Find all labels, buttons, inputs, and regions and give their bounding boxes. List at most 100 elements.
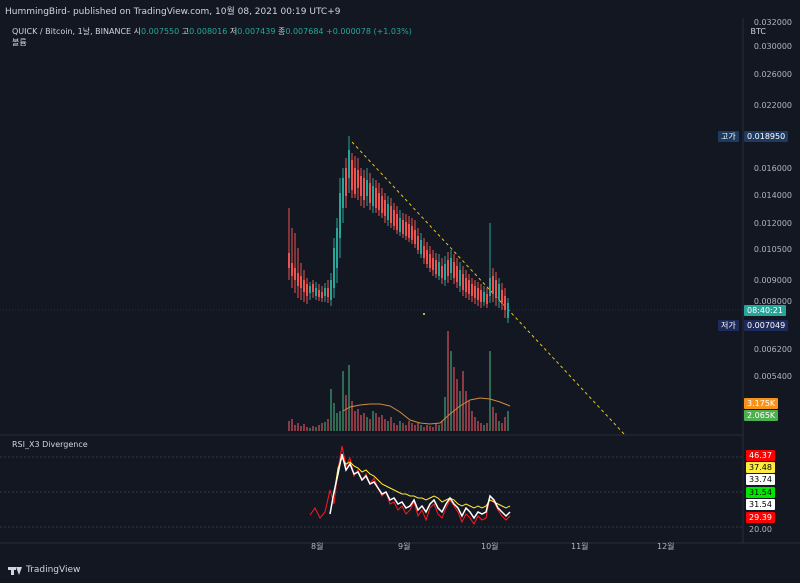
change-value: +0.000078 (+1.03%) (326, 27, 412, 36)
candle-body (366, 180, 368, 196)
tradingview-footer[interactable]: TradingView (8, 565, 80, 575)
candle-body (492, 276, 494, 294)
candle-body (483, 292, 485, 302)
low-tag-value: 0.007049 (744, 320, 789, 331)
x-label-nov: 11월 (571, 542, 589, 551)
tradingview-logo-icon (8, 566, 22, 575)
candle-body (378, 193, 380, 210)
volume-bar (357, 409, 359, 431)
candle-body (318, 290, 320, 297)
rsi-tag-6: 29.39 (746, 512, 775, 523)
candle-body (312, 284, 314, 292)
high-tag-label: 고가 (718, 131, 739, 142)
volume-bar (408, 421, 410, 431)
candle-body (357, 170, 359, 188)
candle-body (444, 264, 446, 280)
price-tick-label: 0.006200 (753, 345, 792, 354)
candle-body (360, 176, 362, 196)
volume-bar (399, 421, 401, 431)
volume-bar (303, 424, 305, 431)
volume-bar (405, 425, 407, 431)
volume-bar (459, 391, 461, 431)
candle-body (420, 240, 422, 254)
volume-bar (417, 423, 419, 431)
candle-body (471, 284, 473, 296)
candle-body (387, 204, 389, 220)
volume-ma (342, 397, 511, 425)
candle-body (354, 168, 356, 194)
volume-bar (402, 423, 404, 431)
volume-bar (450, 351, 452, 431)
volume-bar (348, 365, 350, 431)
rsi-indicator-title: RSI_X3 Divergence (12, 440, 88, 449)
candle-body (498, 284, 500, 300)
volume-bar (468, 401, 470, 431)
candle-body (411, 226, 413, 240)
candle-body (327, 288, 329, 297)
candle-body (309, 286, 311, 293)
close-value: 0.007684 (285, 27, 324, 36)
volume-bar (507, 411, 509, 431)
candle-body (324, 288, 326, 296)
volume-bar (384, 419, 386, 431)
volume-bar (423, 427, 425, 431)
candle-body (408, 224, 410, 238)
volume-bar (420, 425, 422, 431)
current-price-tag: 08:40:21 (744, 305, 786, 316)
volume-tag-1: 3.175K (744, 398, 779, 409)
candle-body (426, 250, 428, 264)
candle-body (399, 218, 401, 232)
volume-bar (495, 413, 497, 431)
volume-bar (327, 419, 329, 431)
volume-bar (426, 425, 428, 431)
volume-bar (333, 403, 335, 431)
candle-body (438, 262, 440, 276)
volume-bar (429, 426, 431, 431)
volume-bar (393, 423, 395, 431)
candle-body (459, 270, 461, 286)
candle-body (441, 266, 443, 278)
volume-bar (471, 411, 473, 431)
candle-body (447, 260, 449, 276)
candle-body (363, 178, 365, 200)
volume-bar (483, 425, 485, 431)
low-tag-label: 저가 (718, 320, 739, 331)
candle-body (330, 280, 332, 300)
candle-body (465, 278, 467, 292)
trendline (351, 141, 626, 436)
volume-bar (480, 423, 482, 431)
chart-canvas[interactable] (0, 18, 800, 563)
candle-body (288, 253, 290, 268)
candle-body (336, 228, 338, 268)
candle-body (396, 214, 398, 230)
open-label: 시 (133, 27, 142, 36)
low-value: 0.007439 (237, 27, 276, 36)
candle-body (423, 246, 425, 258)
volume-bar (372, 411, 374, 431)
rsi-tag-5: 31.54 (746, 499, 775, 510)
high-value: 0.008016 (189, 27, 228, 36)
volume-bar (345, 395, 347, 431)
volume-bar (462, 371, 464, 431)
volume-bar (435, 423, 437, 431)
candle-body (417, 236, 419, 250)
rsi-tag-4: 31.54 (746, 487, 775, 498)
volume-bar (387, 421, 389, 431)
open-value: 0.007550 (141, 27, 180, 36)
volume-bar (330, 389, 332, 431)
volume-bar (447, 331, 449, 431)
volume-bar (432, 427, 434, 431)
candle-body (393, 210, 395, 226)
volume-tag-2: 2.065K (744, 410, 779, 421)
volume-bar (438, 425, 440, 431)
price-tick-label: 0.030000 (753, 42, 792, 51)
candle-body (501, 290, 503, 304)
candle-body (369, 183, 371, 203)
high-label: 고 (181, 27, 190, 36)
volume-bar (339, 411, 341, 431)
candle-body (345, 168, 347, 196)
volume-bar (414, 425, 416, 431)
candle-body (468, 280, 470, 294)
volume-bar (363, 413, 365, 431)
candle-body (291, 263, 293, 276)
